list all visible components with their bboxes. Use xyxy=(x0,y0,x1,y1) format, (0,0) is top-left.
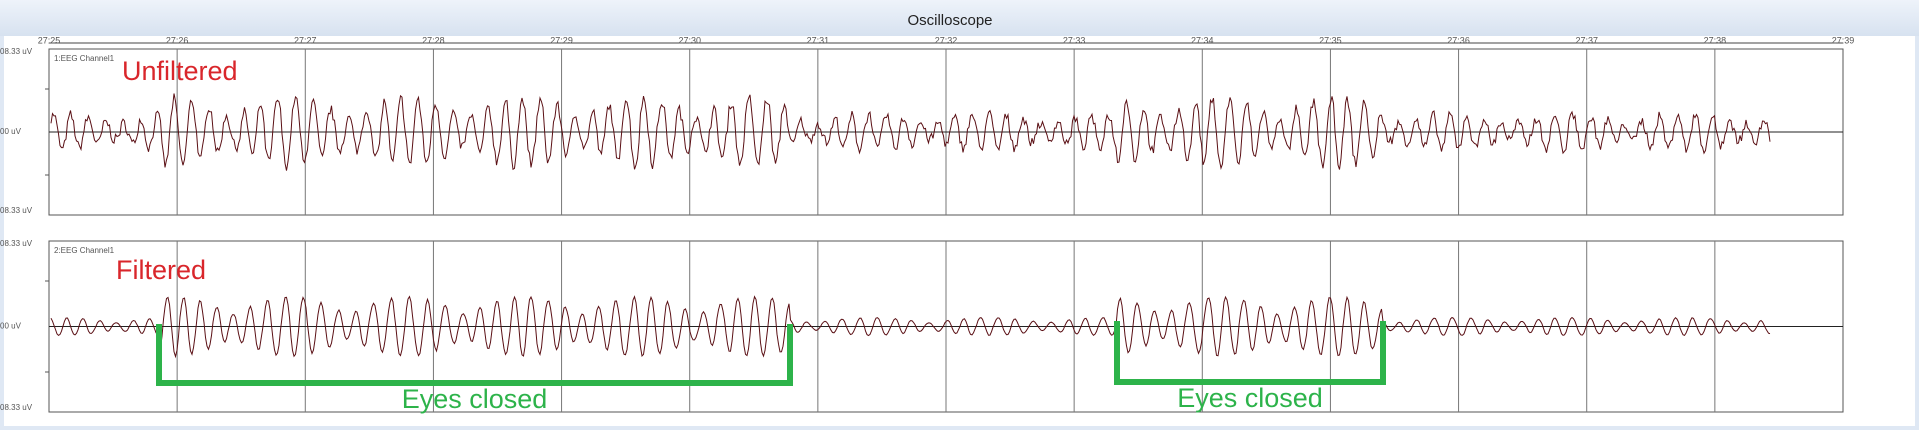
y-label: 00 uV xyxy=(0,322,22,331)
time-label: 27:36 xyxy=(1447,35,1470,45)
time-label: 27:25 xyxy=(38,35,61,45)
y-label: 08.33 uV xyxy=(0,403,33,412)
plot-label: Unfiltered xyxy=(122,56,238,86)
y-label: 08.33 uV xyxy=(0,47,33,56)
eyes-closed-bracket xyxy=(1114,321,1386,385)
y-label: 08.33 uV xyxy=(0,239,33,248)
time-label: 27:30 xyxy=(678,35,701,45)
eeg-waveform xyxy=(50,93,1771,171)
time-label: 27:28 xyxy=(422,35,445,45)
title-bar xyxy=(0,0,1919,36)
time-label: 27:32 xyxy=(935,35,958,45)
y-label: 00 uV xyxy=(0,127,22,136)
y-label: 08.33 uV xyxy=(0,206,33,215)
window-title: Oscilloscope xyxy=(907,12,992,29)
time-label: 27:33 xyxy=(1063,35,1086,45)
time-label: 27:37 xyxy=(1575,35,1598,45)
plot-label: Filtered xyxy=(116,255,206,285)
channel-label: 1:EEG Channel1 xyxy=(54,54,115,63)
time-label: 27:35 xyxy=(1319,35,1342,45)
time-label: 27:39 xyxy=(1832,35,1855,45)
time-label: 27:27 xyxy=(294,35,317,45)
time-label: 27:29 xyxy=(550,35,573,45)
time-label: 27:38 xyxy=(1704,35,1727,45)
channel-label: 2:EEG Channel1 xyxy=(54,246,115,255)
eyes-closed-bracket xyxy=(156,324,793,386)
eyes-closed-label: Eyes closed xyxy=(1177,383,1323,413)
eyes-closed-label: Eyes closed xyxy=(402,384,548,414)
time-label: 27:26 xyxy=(166,35,189,45)
time-label: 27:31 xyxy=(807,35,830,45)
time-label: 27:34 xyxy=(1191,35,1214,45)
eeg-waveform xyxy=(50,295,1771,359)
